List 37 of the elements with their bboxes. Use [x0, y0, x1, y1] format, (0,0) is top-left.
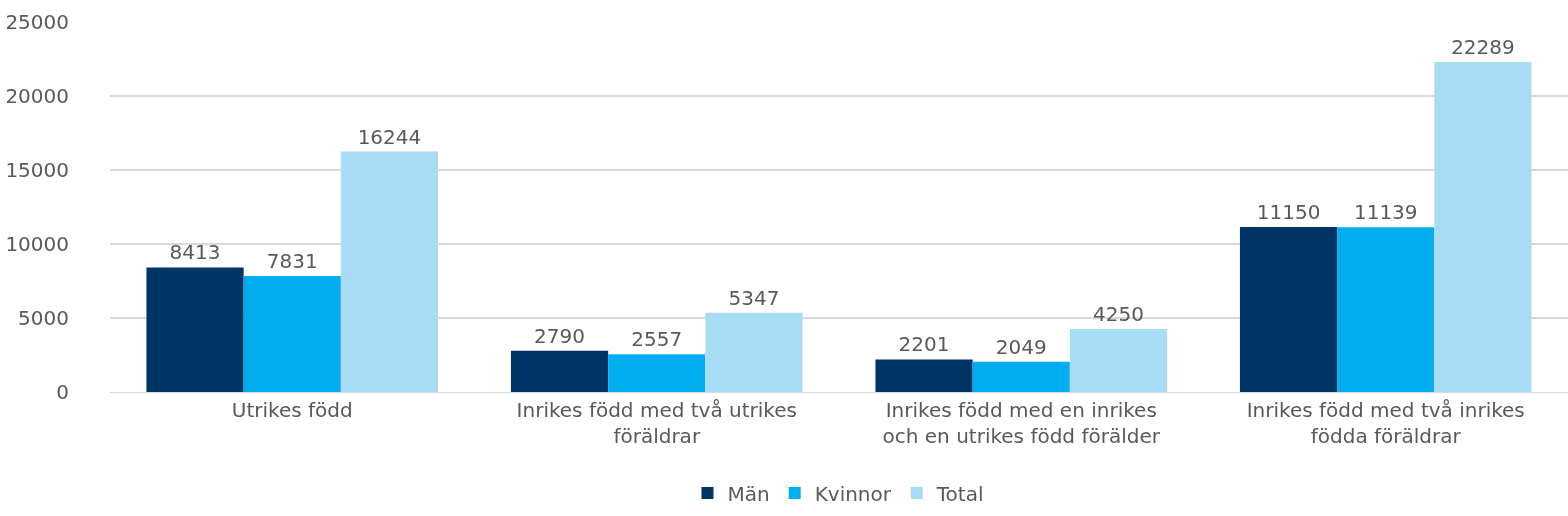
bar [608, 354, 706, 392]
y-tick-label: 10000 [5, 232, 69, 256]
y-tick-label: 15000 [5, 158, 69, 182]
x-tick-label: Inrikes född med två utrikes föräldrar [516, 398, 797, 448]
x-tick-label: Inrikes född med två inrikes födda föräldrar [1246, 398, 1525, 448]
legend-label: Total [935, 481, 984, 506]
bar [1434, 62, 1532, 392]
data-label: 2201 [898, 332, 950, 357]
data-label: 8413 [169, 240, 221, 265]
bar [972, 361, 1070, 392]
data-label: 2049 [995, 334, 1047, 359]
y-tick-label: 5000 [18, 306, 69, 330]
bar [243, 276, 341, 392]
bar [146, 267, 244, 392]
legend-label: Kvinnor [814, 481, 892, 506]
data-label: 16244 [357, 124, 422, 149]
bar [1337, 227, 1435, 392]
y-tick-label: 25000 [5, 10, 69, 34]
data-label: 11139 [1353, 200, 1418, 225]
bar [1239, 226, 1338, 392]
bar [1069, 329, 1168, 392]
bar [340, 151, 439, 392]
data-label: 2790 [534, 323, 585, 348]
x-tick-label: Inrikes född med en inrikes och en utrikes född förälder [882, 398, 1161, 448]
legend-label: Män [727, 481, 770, 506]
y-tick-label: 20000 [5, 84, 69, 108]
data-label: 22289 [1451, 35, 1515, 60]
x-tick-label: Utrikes född [231, 398, 353, 422]
bar [705, 312, 803, 392]
y-tick-label: 0 [56, 380, 69, 404]
data-label: 7831 [266, 249, 318, 274]
data-label: 2557 [631, 327, 683, 352]
bar [510, 350, 609, 392]
data-label: 4250 [1093, 302, 1144, 327]
data-label: 5347 [728, 285, 780, 310]
data-label: 11150 [1256, 199, 1321, 224]
bar [875, 359, 973, 392]
